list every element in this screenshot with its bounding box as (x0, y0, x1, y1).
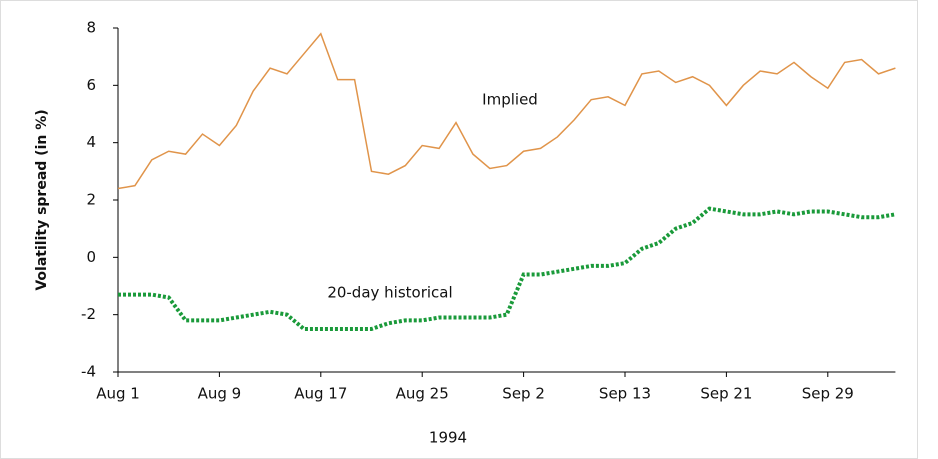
x-tick-label: Aug 17 (294, 385, 347, 403)
x-tick-label: Sep 29 (802, 385, 854, 403)
x-tick-label: Aug 25 (396, 385, 449, 403)
y-tick-label: 8 (86, 19, 96, 37)
series-line (118, 206, 896, 331)
x-tick-label: Sep 21 (700, 385, 752, 403)
y-tick-label: 2 (86, 191, 96, 209)
series-label: Implied (482, 91, 538, 109)
y-tick-label: -4 (81, 363, 96, 381)
x-tick-label: Sep 13 (599, 385, 651, 403)
y-tick-label: -2 (81, 305, 96, 323)
series-line (117, 32, 896, 190)
y-axis-label: Volatility spread (in %) (34, 109, 50, 290)
x-tick-label: Aug 1 (96, 385, 140, 403)
y-tick-label: 4 (86, 133, 96, 151)
x-tick-label: Sep 2 (502, 385, 545, 403)
y-tick-label: 6 (86, 76, 96, 94)
series-label: 20-day historical (327, 284, 452, 302)
y-tick-label: 0 (86, 248, 96, 266)
frame (0, 0, 918, 459)
x-tick-label: Aug 9 (198, 385, 242, 403)
x-axis-label: 1994 (429, 429, 467, 447)
